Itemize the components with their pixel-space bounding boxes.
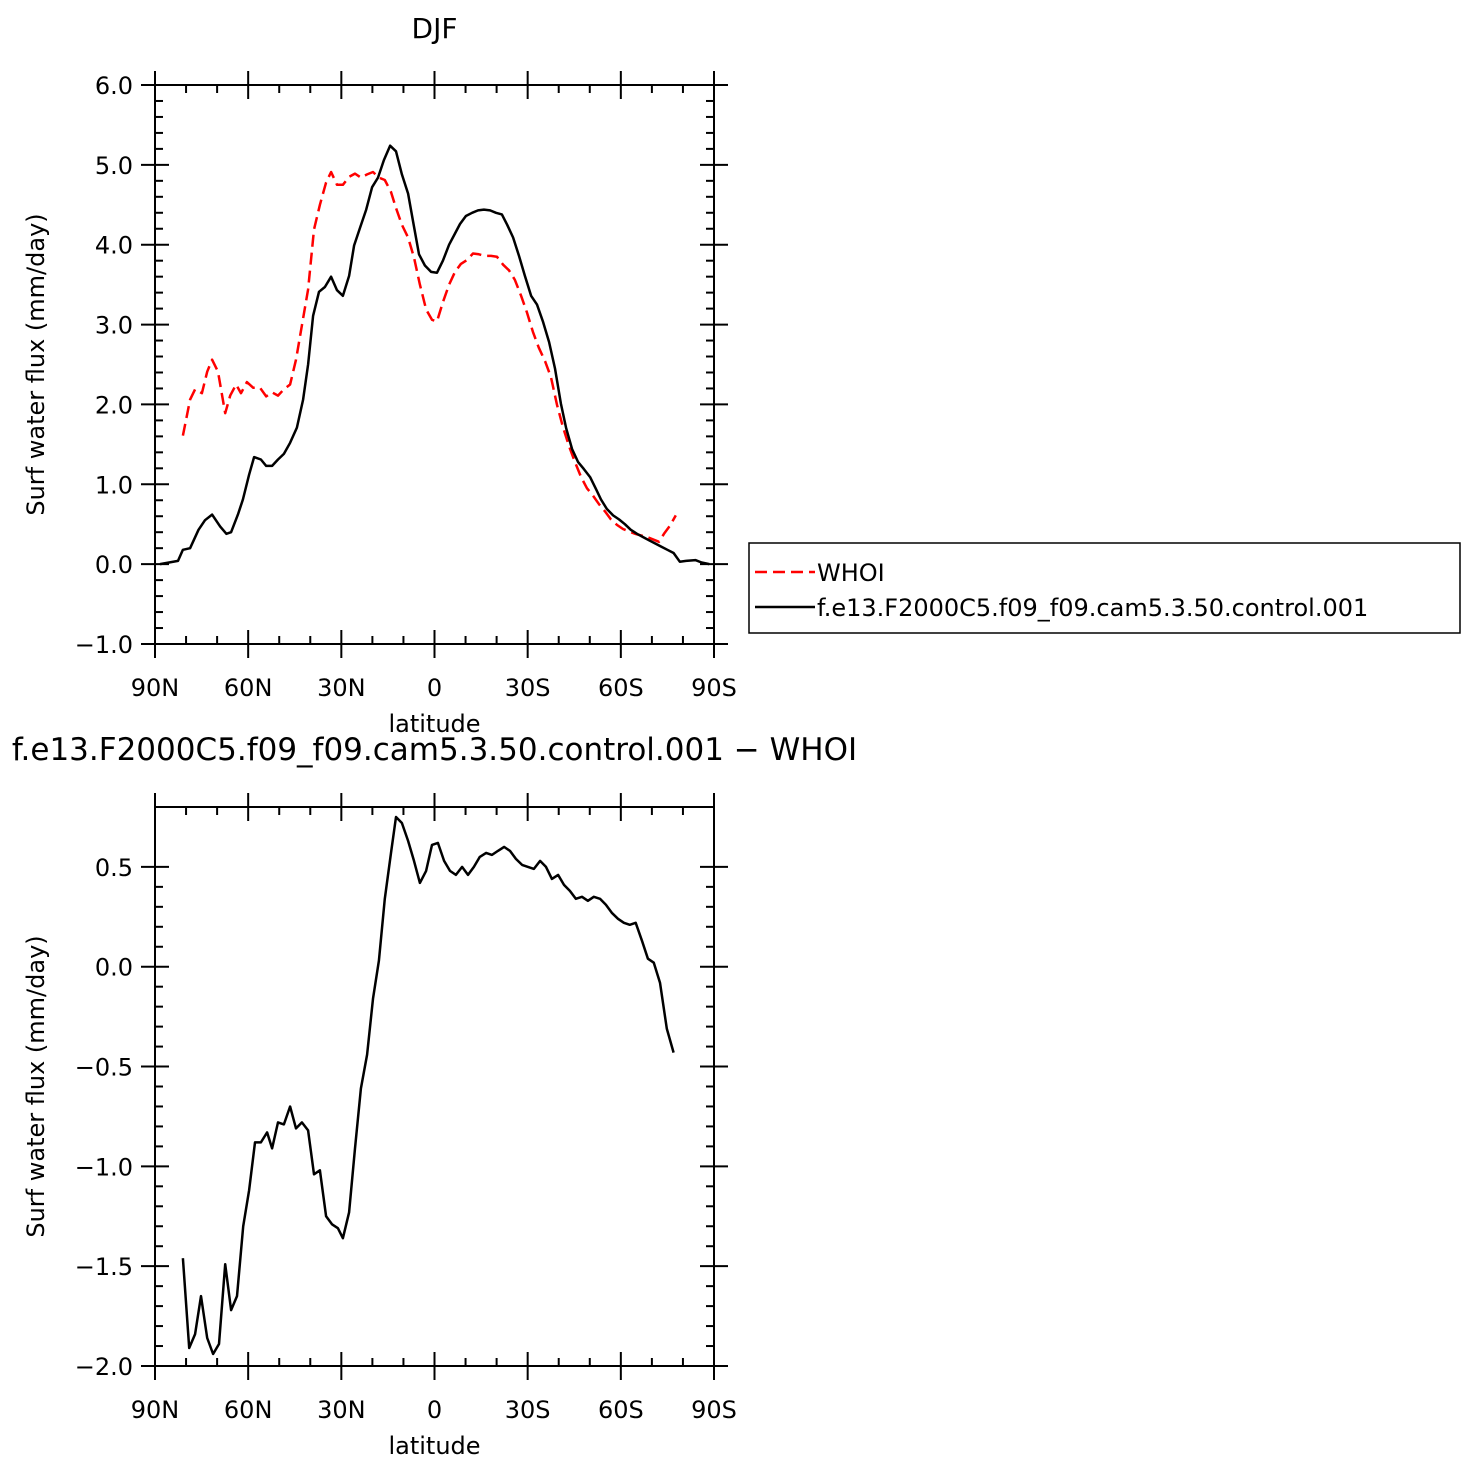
x-tick-label: 30S [505,1396,551,1424]
plot-frame [154,806,715,1367]
y-tick-label: 2.0 [95,391,133,419]
x-tick-label: 60N [224,1396,273,1424]
data-line [181,815,675,1356]
x-tick-label: 60S [598,674,644,702]
x-tick-label: 30N [317,674,366,702]
x-tick-label: 30N [317,1396,366,1424]
y-tick-label: 0.0 [95,551,133,579]
y-tick-label: 4.0 [95,232,133,260]
data-line [159,144,710,566]
x-axis-label: latitude [388,1432,480,1460]
x-tick-label: 90S [691,1396,737,1424]
y-tick-label: −0.5 [75,1054,133,1082]
legend-label: f.e13.F2000C5.f09_f09.cam5.3.50.control.… [817,594,1368,622]
y-axis-label: Surf water flux (mm/day) [22,935,50,1237]
x-tick-label: 0 [427,1396,442,1424]
plot-frame [154,84,715,645]
x-axis-label: latitude [388,710,480,738]
y-tick-label: −2.0 [75,1353,133,1381]
x-tick-label: 90N [131,1396,180,1424]
y-tick-label: 1.0 [95,471,133,499]
y-tick-label: 6.0 [95,72,133,100]
x-tick-label: 90N [131,674,180,702]
y-tick-label: −1.0 [75,1153,133,1181]
y-axis-label: Surf water flux (mm/day) [22,213,50,515]
y-tick-label: 5.0 [95,152,133,180]
y-tick-label: 0.5 [95,854,133,882]
chart-title: DJF [412,12,458,45]
y-tick-label: 0.0 [95,954,133,982]
x-tick-label: 90S [691,674,737,702]
x-tick-label: 0 [427,674,442,702]
y-tick-label: −1.5 [75,1253,133,1281]
x-tick-label: 30S [505,674,551,702]
legend-box [748,542,1461,634]
legend-label: WHOI [817,559,885,587]
data-line [181,170,677,544]
chart-title: f.e13.F2000C5.f09_f09.cam5.3.50.control.… [12,732,857,768]
y-tick-label: −1.0 [75,631,133,659]
x-tick-label: 60N [224,674,273,702]
x-tick-label: 60S [598,1396,644,1424]
y-tick-label: 3.0 [95,312,133,340]
